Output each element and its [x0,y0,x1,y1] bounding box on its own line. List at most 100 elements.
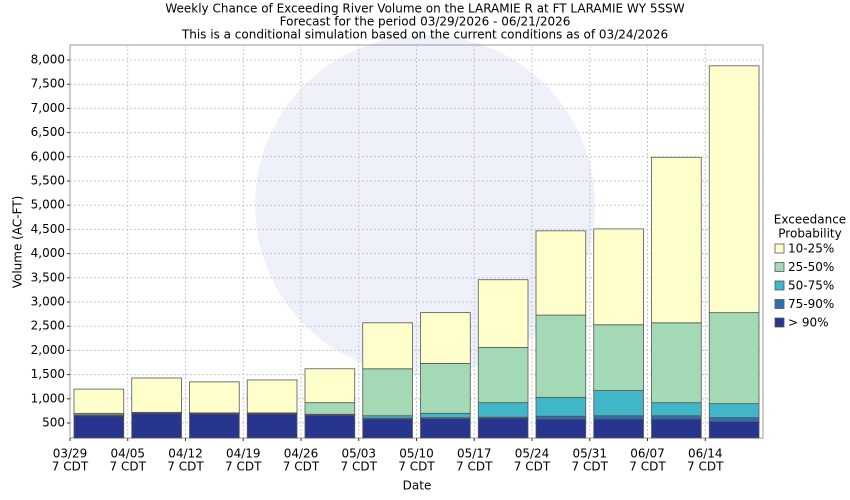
chart-subtitle: Forecast for the period 03/29/2026 - 06/… [280,15,571,29]
chart-title: Weekly Chance of Exceeding River Volume … [165,2,684,16]
bar-segment [708,417,760,422]
y-tick-label: 7,000 [31,101,65,115]
x-tick-label: 06/14 [688,447,723,461]
bar-segment [246,379,298,414]
bar-segment [535,230,587,316]
bar-segment [131,412,182,439]
bar-segment [420,412,471,419]
bar-segment [131,377,182,413]
x-tick-sublabel: 7 CDT [572,460,609,474]
y-tick-label: 4,500 [31,222,65,236]
bar-segment [593,418,644,439]
x-tick-sublabel: 7 CDT [283,460,320,474]
bar-segment [304,414,356,439]
legend-label: 25-50% [788,260,834,274]
bar-segment [246,413,298,439]
bar-segment [535,396,587,417]
x-tick-label: 04/19 [226,447,261,461]
y-tick-label: 6,500 [31,125,65,139]
y-tick-label: 5,500 [31,174,65,188]
x-tick-sublabel: 7 CDT [629,460,666,474]
x-tick-label: 04/05 [110,447,145,461]
bar-segment [477,402,529,418]
bar-segment [535,415,587,420]
y-tick-label: 4,000 [31,246,65,260]
bar-segment [708,65,760,314]
y-tick-label: 5,000 [31,198,65,212]
y-tick-label: 2,500 [31,319,65,333]
y-tick-label: 2,000 [31,343,65,357]
legend-swatch [774,262,785,272]
x-tick-sublabel: 7 CDT [514,460,551,474]
legend-swatch [774,299,785,309]
x-tick-label: 05/31 [572,447,607,461]
legend-label: 75-90% [788,297,834,311]
bar-segment [651,156,702,324]
bar-segment [420,312,471,364]
y-tick-label: 7,500 [31,77,65,91]
legend-swatch [774,280,785,291]
bar-segment [708,403,760,419]
y-tick-label: 3,500 [31,270,65,284]
bar-segment [304,402,356,415]
bar-segment [535,418,587,439]
bar-segment [593,324,644,391]
bar-segment [708,421,760,439]
y-tick-label: 6,000 [31,149,65,163]
bar-segment [362,418,413,439]
x-tick-label: 04/12 [168,447,203,461]
bar-segment [593,228,644,326]
bar-segment [73,415,125,439]
x-tick-label: 05/24 [515,447,550,461]
legend-swatch [774,317,785,328]
x-tick-label: 05/03 [341,447,376,461]
x-tick-label: 04/26 [284,447,319,461]
y-tick-label: 3,000 [31,294,65,308]
x-tick-sublabel: 7 CDT [52,460,89,474]
bar-segment [651,418,702,439]
bar-segment [535,314,587,398]
chart-subtitle: This is a conditional simulation based o… [181,28,668,42]
bar-segment [304,368,356,404]
x-tick-label: 03/29 [53,447,88,461]
bar-segment [477,279,529,348]
bar-segment [189,381,240,414]
x-axis-label: Date [403,479,432,493]
x-tick-sublabel: 7 CDT [456,460,493,474]
bar-segment [593,415,644,420]
bar-segment [593,390,644,417]
x-tick-label: 06/07 [630,447,665,461]
bar-segment [477,347,529,404]
legend-label: 50-75% [788,279,834,293]
bar-segment [708,312,760,405]
bar-segment [651,415,702,420]
bar-segment [651,402,702,417]
x-tick-label: 05/17 [457,447,492,461]
y-axis-label: Volume (AC-FT) [11,196,25,289]
x-tick-sublabel: 7 CDT [225,460,262,474]
x-tick-sublabel: 7 CDT [110,460,147,474]
y-tick-label: 8,000 [31,53,65,67]
legend-swatch [774,243,785,254]
y-tick-label: 500 [42,415,65,429]
bar-segment [73,388,125,414]
legend-title: Exceedance [774,213,846,227]
bar-segment [362,368,413,417]
bar-segment [420,418,471,439]
legend-label: > 90% [788,316,829,330]
x-tick-sublabel: 7 CDT [687,460,724,474]
bar-segment [420,363,471,414]
bar-segment [362,322,413,370]
bar-segment [189,413,240,439]
x-tick-sublabel: 7 CDT [398,460,435,474]
legend-label: 10-25% [788,242,834,256]
bar-segment [651,322,702,404]
x-tick-sublabel: 7 CDT [341,460,378,474]
x-tick-sublabel: 7 CDT [167,460,204,474]
bar-segment [477,417,529,439]
y-tick-label: 1,000 [31,391,65,405]
y-tick-label: 1,500 [31,367,65,381]
x-tick-label: 05/10 [399,447,434,461]
legend-title: Probability [778,227,841,241]
